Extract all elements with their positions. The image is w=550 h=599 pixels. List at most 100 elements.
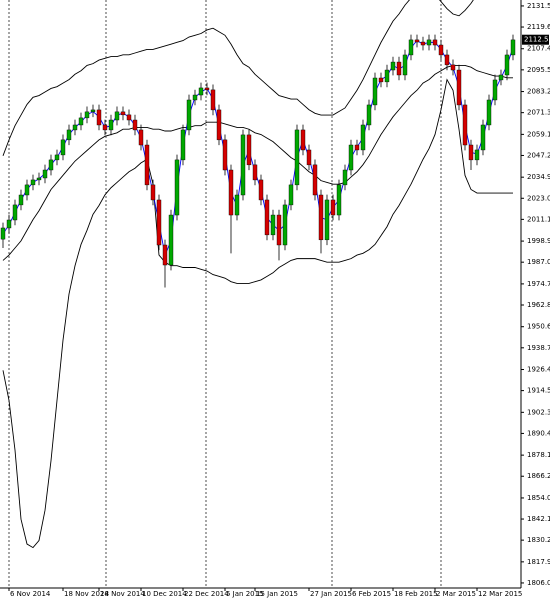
candle-body	[12, 204, 18, 221]
candle-body	[402, 54, 408, 76]
y-tick-label: 1890.40	[527, 429, 550, 437]
candle-body	[180, 129, 186, 161]
y-tick-label: 1962.85	[527, 301, 550, 309]
y-tick-label: 2107.40	[527, 45, 550, 53]
y-tick-label: 2059.10	[527, 130, 550, 138]
x-tick-label: 12 Mar 2015	[478, 590, 522, 598]
x-tick-label: 5 Jan 2015	[226, 590, 264, 598]
candle-body	[96, 109, 102, 126]
candle-body	[78, 117, 84, 126]
y-tick-label: 2047.20	[527, 151, 550, 159]
candle-body	[276, 214, 282, 246]
candle-body	[486, 99, 492, 126]
candle-body	[342, 169, 348, 186]
y-tick-label: 2023.05	[527, 194, 550, 202]
candle-body	[390, 61, 396, 71]
candle-body	[48, 159, 54, 171]
candle-body	[378, 77, 384, 83]
x-tick-label: 6 Feb 2015	[352, 590, 391, 598]
indicator-line	[2, 40, 514, 257]
y-tick-label: 1926.45	[527, 366, 550, 374]
candle-body	[474, 149, 480, 161]
y-tick-label: 1806.05	[527, 579, 550, 587]
x-tick-label: 18 Nov 2014	[64, 590, 109, 598]
plot-area	[0, 0, 516, 549]
candle-body	[420, 41, 426, 46]
y-tick-label: 1854.00	[527, 494, 550, 502]
y-tick-label: 2071.35	[527, 109, 550, 117]
candle-body	[480, 124, 486, 151]
indicator-line	[2, 78, 513, 549]
candle-body	[240, 134, 246, 196]
y-tick-label: 1902.30	[527, 408, 550, 416]
candle-body	[348, 144, 354, 171]
candle-body	[306, 149, 312, 166]
candle-body	[264, 199, 270, 236]
candle-body	[186, 99, 192, 131]
y-tick-label: 1950.60	[527, 323, 550, 331]
y-tick-label: 1998.90	[527, 237, 550, 245]
candle-body	[108, 119, 114, 131]
y-tick-label: 2011.15	[527, 215, 550, 223]
candle-body	[210, 89, 216, 111]
candle-body	[450, 64, 456, 71]
candle-body	[336, 184, 342, 216]
candle-body	[126, 114, 132, 121]
y-tick-label: 1817.95	[527, 558, 550, 566]
candle-body	[90, 109, 96, 113]
candle-body	[60, 139, 66, 156]
candle-body	[204, 87, 210, 91]
candle-body	[444, 54, 450, 66]
y-tick-label: 2119.65	[527, 23, 550, 31]
candle-body	[384, 69, 390, 83]
candle-body	[330, 199, 336, 216]
y-tick-label: 1914.55	[527, 387, 550, 395]
candle-body	[156, 199, 162, 246]
y-tick-label: 1842.10	[527, 515, 550, 523]
x-tick-label: 28 Nov 2014	[100, 590, 145, 598]
candle-body	[138, 129, 144, 146]
candle-body	[222, 139, 228, 171]
candle-body	[270, 214, 276, 236]
candle-body	[84, 111, 90, 119]
candle-body	[300, 129, 306, 151]
candle-body	[168, 214, 174, 266]
candle-body	[102, 124, 108, 131]
y-tick-label: 1866.25	[527, 472, 550, 480]
candle-body	[504, 54, 510, 76]
candle-body	[198, 87, 204, 96]
candle-body	[432, 39, 438, 46]
candle-body	[456, 69, 462, 106]
candle-body	[234, 194, 240, 216]
y-tick-label: 1878.15	[527, 451, 550, 459]
candle-body	[288, 184, 294, 206]
candle-body	[372, 77, 378, 106]
candle-body	[426, 39, 432, 46]
y-tick-label: 2095.50	[527, 66, 550, 74]
candle-body	[366, 104, 372, 126]
candle-body	[462, 104, 468, 146]
candle-body	[354, 144, 360, 151]
candle-body	[42, 169, 48, 179]
x-tick-label: 6 Nov 2014	[10, 590, 51, 598]
y-tick-label: 2131.55	[527, 2, 550, 10]
x-tick-label: 15 Jan 2015	[256, 590, 298, 598]
candle-body	[150, 184, 156, 201]
candle-body	[30, 179, 36, 186]
x-tick-label: 10 Dec 2014	[142, 590, 187, 598]
candle-body	[282, 204, 288, 246]
candle-body	[24, 184, 30, 196]
indicator-line	[2, 0, 474, 156]
candle-body	[468, 144, 474, 161]
candle-body	[498, 74, 504, 81]
last-price-box	[522, 34, 549, 45]
candle-body	[174, 159, 180, 216]
candle-body	[408, 39, 414, 56]
candle-body	[0, 227, 6, 240]
candle-body	[396, 61, 402, 76]
candle-body	[216, 109, 222, 141]
candle-body	[492, 79, 498, 101]
candle-body	[252, 164, 258, 181]
candle-body	[144, 144, 150, 186]
x-tick-label: 18 Feb 2015	[394, 590, 438, 598]
